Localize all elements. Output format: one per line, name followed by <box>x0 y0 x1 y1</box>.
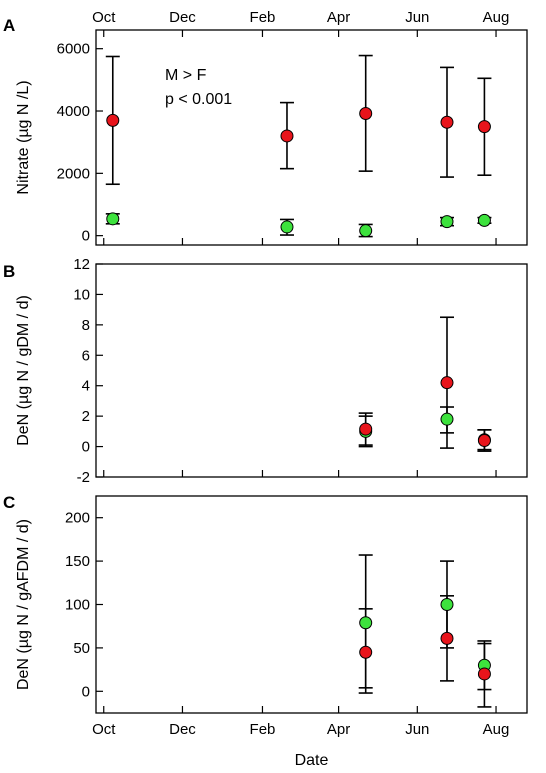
data-point <box>477 213 491 227</box>
y-tick-label: 10 <box>73 286 90 303</box>
data-point <box>440 215 454 229</box>
x-tick-label: Jun <box>405 721 429 738</box>
x-tick-label: Dec <box>169 721 196 738</box>
plot-frame <box>95 495 528 714</box>
y-tick-label: 0 <box>82 439 90 456</box>
y-tick-label: 2 <box>82 408 90 425</box>
panel-label-C: C <box>3 493 15 512</box>
data-point <box>477 667 491 681</box>
data-point <box>106 113 120 127</box>
x-tick-label: Aug <box>483 9 510 26</box>
y-tick-label: 4 <box>82 378 90 395</box>
y-axis-title: DeN (µg N / gAFDM / d) <box>15 519 32 690</box>
plot-frame <box>95 263 528 478</box>
data-point <box>477 433 491 447</box>
x-tick-label: Apr <box>327 721 350 738</box>
x-tick-label: Oct <box>92 9 116 26</box>
x-tick-label: Jun <box>405 9 429 26</box>
x-tick-label: Feb <box>250 721 276 738</box>
y-axis-title: Nitrate (µg N /L) <box>15 80 32 194</box>
panel-label-A: A <box>3 16 15 35</box>
stat-annotation: p < 0.001 <box>165 91 232 108</box>
plot-frame <box>95 29 528 246</box>
y-tick-label: 6000 <box>57 41 90 58</box>
data-point <box>440 376 454 390</box>
data-point <box>359 224 373 238</box>
panel-label-B: B <box>3 262 15 281</box>
y-tick-label: 12 <box>73 256 90 273</box>
x-axis-title: Date <box>295 752 329 769</box>
y-tick-label: 50 <box>73 640 90 657</box>
y-tick-label: 2000 <box>57 165 90 182</box>
y-tick-label: -2 <box>77 469 90 486</box>
y-tick-label: 100 <box>65 597 90 614</box>
x-tick-label: Dec <box>169 9 196 26</box>
data-point <box>440 598 454 611</box>
data-point <box>440 115 454 129</box>
data-point <box>280 220 294 234</box>
data-point <box>440 631 454 645</box>
data-point <box>359 107 373 121</box>
data-point <box>359 616 373 630</box>
data-point <box>280 129 294 143</box>
data-point <box>106 212 120 226</box>
y-tick-label: 200 <box>65 510 90 527</box>
x-tick-label: Oct <box>92 721 116 738</box>
data-point <box>477 120 491 134</box>
data-point <box>359 645 373 659</box>
x-tick-label: Aug <box>483 721 510 738</box>
data-point <box>359 422 373 436</box>
y-axis-title: DeN (µg N / gDM / d) <box>15 295 32 446</box>
y-tick-label: 0 <box>82 683 90 700</box>
y-tick-label: 6 <box>82 347 90 364</box>
x-tick-label: Feb <box>250 9 276 26</box>
y-tick-label: 4000 <box>57 103 90 120</box>
stat-annotation: M > F <box>165 67 207 84</box>
x-tick-label: Apr <box>327 9 350 26</box>
y-tick-label: 8 <box>82 317 90 334</box>
y-tick-label: 150 <box>65 553 90 570</box>
data-point <box>440 412 454 426</box>
y-tick-label: 0 <box>82 228 90 245</box>
